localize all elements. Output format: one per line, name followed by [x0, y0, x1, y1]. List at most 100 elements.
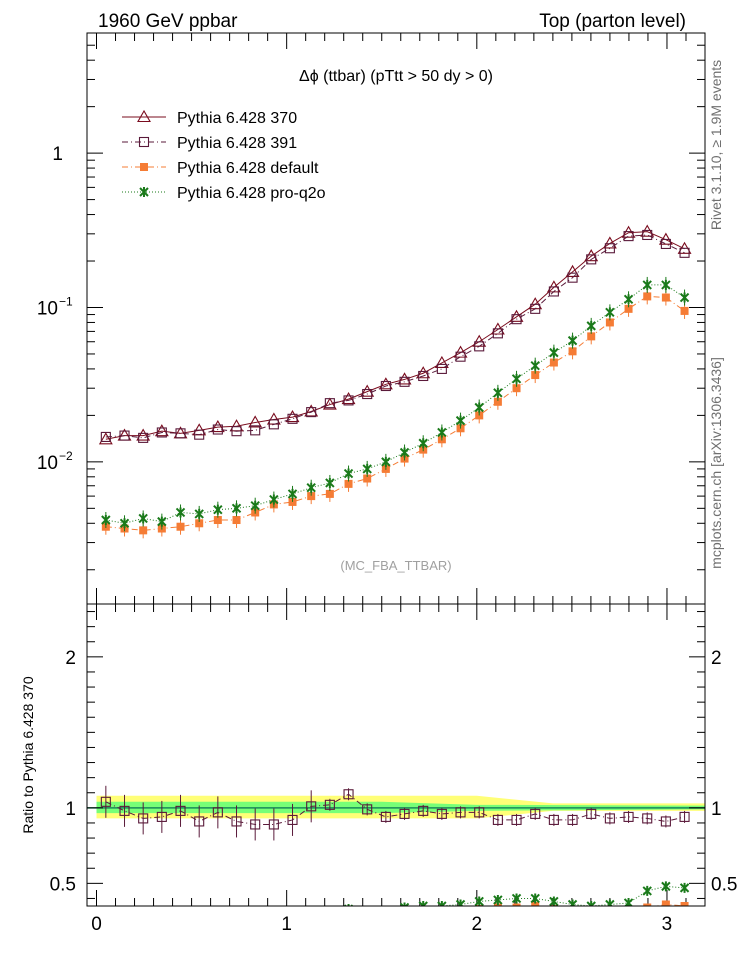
- header-left: 1960 GeV ppbar: [98, 11, 238, 32]
- ratio-point: [438, 907, 446, 915]
- data-point: [139, 526, 148, 535]
- data-point: [231, 503, 242, 514]
- ratio-y-tick-label-right: 0.5: [711, 874, 737, 895]
- ratio-series-layer: [100, 785, 690, 928]
- ratio-y-tick-label-right: 1: [711, 799, 722, 820]
- ratio-point: [511, 893, 522, 904]
- ratio-point: [531, 902, 540, 906]
- ratio-point: [493, 894, 503, 905]
- data-point: [434, 355, 449, 369]
- x-tick-label: 2: [472, 914, 483, 935]
- ratio-point: [401, 908, 409, 916]
- ratio-point: [474, 807, 485, 818]
- ratio-point: [175, 805, 186, 816]
- data-point: [344, 479, 353, 488]
- data-point: [100, 431, 111, 442]
- ratio-point: [100, 796, 111, 807]
- ratio-line: [105, 793, 685, 825]
- data-point: [474, 402, 484, 413]
- ratio-series-1: [102, 900, 689, 928]
- data-point: [493, 387, 503, 398]
- ratio-point: [194, 816, 205, 827]
- ratio-point: [268, 819, 279, 830]
- legend-label: Pythia 6.428 370: [177, 110, 297, 127]
- ratio-point: [158, 920, 166, 928]
- ratio-point: [363, 905, 371, 906]
- ratio-point: [604, 813, 615, 824]
- data-point: [213, 516, 222, 525]
- ratio-point: [326, 907, 334, 917]
- x-tick-label: 3: [662, 914, 673, 935]
- data-point: [418, 438, 428, 449]
- ratio-point: [569, 908, 577, 916]
- data-point: [231, 426, 242, 437]
- ratio-point: [362, 804, 373, 815]
- legend-entry: Pythia 6.428 default: [122, 160, 319, 177]
- data-point: [586, 254, 597, 265]
- data-point: [362, 388, 373, 400]
- data-point: [325, 489, 334, 498]
- data-point: [306, 407, 317, 418]
- ratio-point: [586, 808, 597, 819]
- data-point: [325, 477, 335, 488]
- series-line: [105, 284, 685, 524]
- data-point: [455, 351, 466, 362]
- series-2: [101, 288, 689, 539]
- y-tick-exponent: −2: [59, 449, 73, 463]
- ratio-series-0: [100, 785, 690, 841]
- data-point: [492, 328, 503, 339]
- series-line: [105, 295, 685, 531]
- data-point: [210, 419, 225, 433]
- ratio-line: [417, 885, 685, 906]
- header-right: Top (parton level): [539, 11, 686, 32]
- data-point: [176, 522, 185, 531]
- data-point: [586, 320, 596, 331]
- data-point: [269, 494, 279, 505]
- legend: Pythia 6.428 370 Pythia 6.428 391 Pythia 6…: [122, 109, 326, 202]
- data-point: [154, 424, 169, 437]
- ratio-axis-ticks: 0.5 0.5 1 1 2 2 0 1 2 3: [50, 604, 737, 935]
- data-point: [565, 264, 580, 277]
- ratio-point: [345, 913, 353, 921]
- data-point: [119, 430, 130, 441]
- data-point: [643, 292, 652, 301]
- ratio-ylabel: Ratio to Pythia 6.428 370: [20, 676, 36, 833]
- ratio-point: [530, 808, 541, 819]
- legend-marker: [140, 163, 148, 171]
- data-point: [680, 306, 689, 315]
- legend-marker: [137, 109, 151, 123]
- legend-label: Pythia 6.428 pro-q2o: [177, 185, 326, 202]
- data-point: [101, 515, 111, 526]
- ratio-point: [343, 789, 354, 800]
- data-point: [306, 482, 316, 493]
- ratio-point: [399, 902, 410, 906]
- data-point: [362, 463, 372, 474]
- ratio-point: [121, 913, 129, 923]
- ratio-point: [382, 907, 390, 917]
- ratio-point: [382, 913, 390, 921]
- upper-axis-ticks: 10 −210 −11: [37, 32, 705, 604]
- data-point: [661, 293, 670, 302]
- data-point: [138, 432, 149, 443]
- ratio-point: [139, 919, 147, 927]
- ratio-point: [307, 905, 315, 906]
- ratio-point: [549, 896, 559, 906]
- ratio-point: [548, 814, 559, 825]
- data-point: [568, 347, 577, 356]
- ratio-point: [138, 813, 149, 824]
- data-point: [343, 468, 354, 479]
- data-point: [322, 397, 337, 410]
- ratio-point: [380, 811, 391, 822]
- ratio-point: [102, 914, 110, 922]
- ratio-point: [156, 811, 167, 822]
- data-point: [307, 492, 316, 501]
- data-point: [285, 409, 300, 423]
- ratio-uncertainty-bands: [87, 795, 705, 819]
- ratio-point: [214, 917, 222, 925]
- data-point: [512, 384, 521, 393]
- ratio-point: [623, 811, 634, 822]
- data-point: [213, 504, 223, 515]
- data-point: [679, 292, 690, 303]
- data-point: [98, 432, 113, 445]
